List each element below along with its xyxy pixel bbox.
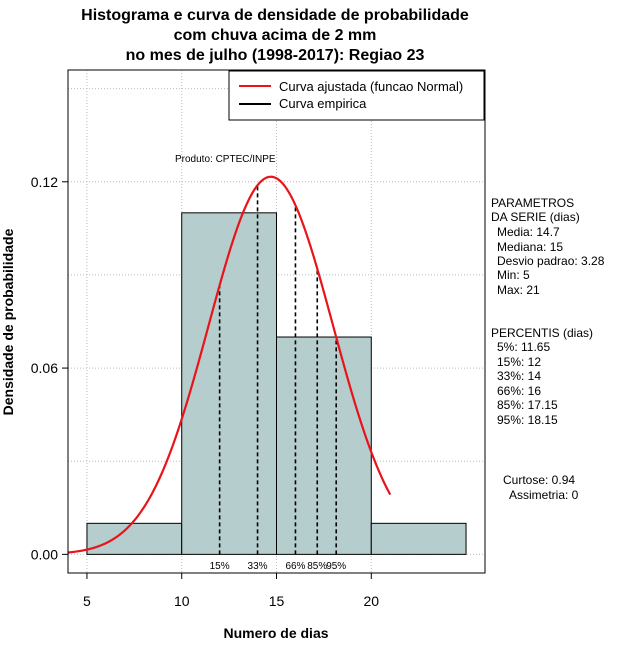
axes: 5 10 15 20 0.00 0.06 0.12 bbox=[31, 174, 380, 609]
x-tick-label: 5 bbox=[83, 593, 91, 609]
percentil-95: 95%: 18.15 bbox=[497, 413, 558, 427]
y-tick-label: 0.00 bbox=[31, 546, 58, 562]
normal-curve bbox=[67, 175, 392, 554]
params-title: PARAMETROS bbox=[491, 196, 575, 210]
histogram-bars bbox=[86, 212, 467, 555]
percentile-label: 95% bbox=[326, 561, 346, 572]
legend-label-normal: Curva ajustada (funcao Normal) bbox=[279, 79, 463, 94]
percentile-label: 66% bbox=[285, 561, 305, 572]
legend-label-empirical: Curva empirica bbox=[279, 96, 367, 111]
param-mediana: Mediana: 15 bbox=[497, 240, 564, 254]
product-annotation: Produto: CPTEC/INPE bbox=[175, 154, 276, 165]
param-desvio: Desvio padrao: 3.28 bbox=[497, 254, 605, 268]
normal-curve-line bbox=[67, 175, 392, 554]
histogram-bar bbox=[370, 522, 467, 555]
percentile-lines: 15% 33% 66% 85%95% bbox=[210, 185, 346, 572]
percentil-85: 85%: 17.15 bbox=[497, 398, 558, 412]
percentis-title: PERCENTIS (dias) bbox=[491, 326, 594, 340]
legend-box bbox=[228, 70, 485, 121]
histogram-bar bbox=[86, 522, 183, 555]
percentil-66: 66%: 16 bbox=[497, 384, 542, 398]
histogram-bar bbox=[276, 336, 372, 555]
percentil-15: 15%: 12 bbox=[497, 355, 542, 369]
y-tick-label: 0.06 bbox=[31, 360, 58, 376]
x-axis-label: Numero de dias bbox=[223, 625, 328, 641]
chart-title-line-2: com chuva acima de 2 mm bbox=[173, 27, 377, 44]
legend: Curva ajustada (funcao Normal) Curva emp… bbox=[228, 70, 485, 121]
curtose: Curtose: 0.94 bbox=[503, 473, 576, 487]
percentile-label: 33% bbox=[248, 561, 268, 572]
histogram-bar bbox=[181, 212, 278, 555]
x-tick-label: 15 bbox=[269, 593, 285, 609]
param-min: Min: 5 bbox=[497, 268, 530, 282]
params-subtitle: DA SERIE (dias) bbox=[491, 210, 580, 224]
y-axis-label: Densidade de probabilidade bbox=[0, 228, 16, 415]
percentile-label: 15% bbox=[210, 561, 230, 572]
chart-title-line-3: no mes de julho (1998-2017): Regiao 23 bbox=[125, 47, 425, 64]
percentile-label: 85% bbox=[307, 561, 327, 572]
assimetria: Assimetria: 0 bbox=[509, 488, 579, 502]
chart-title-line-1: Histograma e curva de densidade de proba… bbox=[81, 7, 469, 24]
percentil-33: 33%: 14 bbox=[497, 369, 542, 383]
y-tick-label: 0.12 bbox=[31, 174, 58, 190]
x-tick-label: 10 bbox=[174, 593, 190, 609]
param-media: Media: 14.7 bbox=[497, 225, 560, 239]
param-max: Max: 21 bbox=[497, 283, 540, 297]
x-tick-label: 20 bbox=[363, 593, 379, 609]
percentil-5: 5%: 11.65 bbox=[497, 340, 551, 354]
